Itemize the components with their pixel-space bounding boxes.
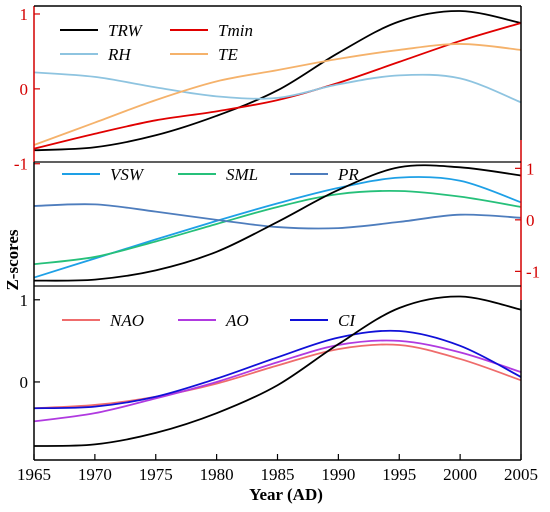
legend-item-middle-vsw: VSW [62, 165, 145, 184]
x-axis-title: Year (AD) [249, 485, 323, 504]
x-tick-label: 1995 [382, 465, 416, 484]
series-line-top-rh [33, 71, 522, 104]
legend-item-middle-sml: SML [178, 165, 258, 184]
series-line-top-trw [33, 10, 522, 152]
legend-item-top-te: TE [170, 45, 238, 64]
series-line-bottom-nao [33, 343, 522, 410]
series-line-top-tmin [33, 22, 522, 150]
y-tick-label-top: 1 [20, 5, 29, 24]
x-tick-label: 1980 [200, 465, 234, 484]
series-line-middle-sml [33, 190, 522, 266]
legend-label: TE [218, 45, 238, 64]
legend-item-top-rh: RH [60, 45, 132, 64]
series-line-bottom-ao [33, 339, 522, 423]
legend-label: NAO [109, 311, 144, 330]
legend-item-top-tmin: Tmin [170, 21, 253, 40]
series-line-top-te [33, 43, 522, 146]
x-tick-label: 1965 [17, 465, 51, 484]
series-line-bottom-ci [33, 329, 522, 410]
y-tick-label-bottom: 0 [20, 373, 29, 392]
legend-label: TRW [108, 21, 144, 40]
legend-label: PR [337, 165, 359, 184]
x-tick-label: 2000 [443, 465, 477, 484]
x-tick-label: 1970 [78, 465, 112, 484]
series-line-middle-pr [33, 203, 522, 230]
y-tick-label-bottom: 1 [20, 291, 29, 310]
legend-item-middle-pr: PR [290, 165, 359, 184]
legend-item-bottom-ci: CI [290, 311, 356, 330]
x-tick-label: 1985 [261, 465, 295, 484]
legend-label: VSW [110, 165, 145, 184]
legend-label: CI [338, 311, 356, 330]
y-axis-title: Z-scores [3, 229, 22, 290]
y-tick-label-top: -1 [14, 155, 28, 174]
legend-label: RH [107, 45, 132, 64]
legend-item-bottom-ao: AO [178, 311, 249, 330]
y-tick-label-middle: -1 [526, 262, 540, 281]
legend-label: SML [226, 165, 258, 184]
series-line-bottom-trw [33, 295, 522, 447]
y-tick-label-middle: 0 [526, 211, 535, 230]
legend-label: AO [225, 311, 249, 330]
x-tick-label: 1975 [139, 465, 173, 484]
series-line-middle-trw [33, 164, 522, 282]
legend-label: Tmin [218, 21, 253, 40]
legend-item-bottom-nao: NAO [62, 311, 144, 330]
y-tick-label-top: 0 [20, 80, 29, 99]
x-tick-label: 2005 [504, 465, 538, 484]
y-tick-label-middle: 1 [526, 159, 535, 178]
legend-item-top-trw: TRW [60, 21, 144, 40]
x-tick-label: 1990 [321, 465, 355, 484]
